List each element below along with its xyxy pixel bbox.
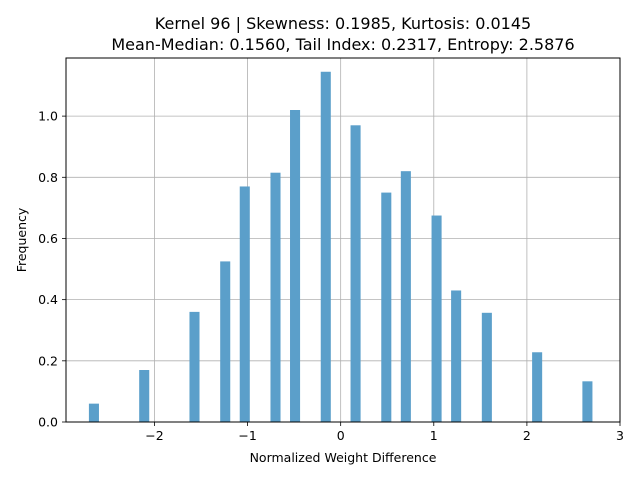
y-tick-label: 0.6 bbox=[38, 231, 58, 246]
x-tick-label: 1 bbox=[430, 428, 438, 443]
histogram-bar bbox=[320, 71, 331, 422]
histogram-bar bbox=[451, 290, 462, 422]
histogram-bar bbox=[239, 186, 250, 422]
plot-frame bbox=[65, 57, 621, 423]
histogram-bar bbox=[220, 261, 231, 422]
y-tick-label: 0.4 bbox=[38, 292, 58, 307]
histogram-bar bbox=[270, 172, 281, 422]
histogram-bar bbox=[582, 381, 593, 422]
y-tick-label: 1.0 bbox=[38, 109, 58, 124]
x-tick-label: 3 bbox=[616, 428, 624, 443]
x-tick-label: 0 bbox=[337, 428, 345, 443]
histogram-bar bbox=[381, 192, 392, 422]
y-tick-label: 0.2 bbox=[38, 353, 58, 368]
histogram-bar bbox=[350, 125, 361, 422]
y-tick-label: 0.8 bbox=[38, 170, 58, 185]
chart-title-line-1: Kernel 96 | Skewness: 0.1985, Kurtosis: … bbox=[155, 14, 531, 33]
axis-ticks: −2 −1 0 1 2 3 0.0 0.2 0.4 0.6 0.8 1.0 bbox=[38, 109, 624, 443]
histogram-bar bbox=[290, 110, 301, 422]
y-tick-label: 0.0 bbox=[38, 415, 58, 430]
histogram-bar bbox=[481, 312, 492, 422]
histogram-bar bbox=[139, 370, 150, 422]
x-axis-label: Normalized Weight Difference bbox=[250, 450, 437, 465]
bars bbox=[88, 71, 593, 422]
x-tick-label: 2 bbox=[523, 428, 531, 443]
histogram-bar bbox=[431, 215, 442, 422]
histogram-bar bbox=[400, 171, 411, 422]
histogram-bar bbox=[532, 352, 543, 422]
x-tick-label: −1 bbox=[238, 428, 256, 443]
chart-title-line-2: Mean-Median: 0.1560, Tail Index: 0.2317,… bbox=[111, 35, 574, 54]
x-tick-label: −2 bbox=[145, 428, 163, 443]
histogram-bar bbox=[88, 403, 99, 422]
y-axis-label: Frequency bbox=[14, 207, 29, 272]
histogram-bar bbox=[189, 311, 200, 422]
